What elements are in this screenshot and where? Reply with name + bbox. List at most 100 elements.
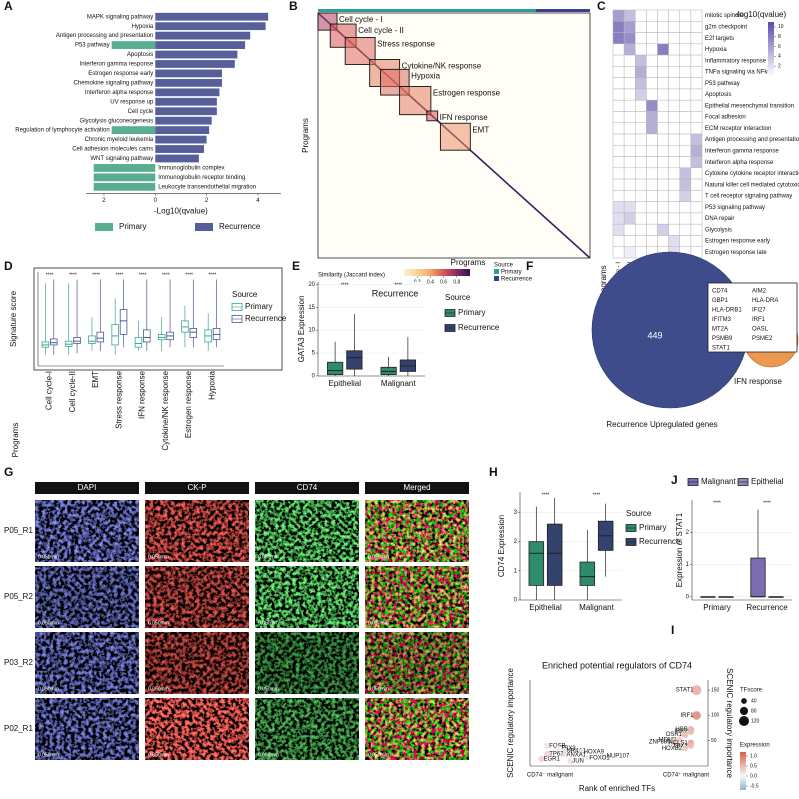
- panel-label: C: [597, 0, 606, 13]
- empty-cell: [635, 167, 647, 180]
- box: [111, 324, 119, 346]
- point: [601, 752, 608, 759]
- point: [687, 742, 694, 749]
- cell: [679, 190, 692, 202]
- point-label: IRF1: [681, 713, 695, 719]
- cell: [646, 111, 658, 123]
- legend-swatch: [95, 223, 113, 231]
- y-axis-label: SCENIC regulatory importance: [506, 668, 515, 778]
- module-label: Hypoxia: [411, 71, 440, 80]
- empty-cell: [668, 32, 680, 45]
- module-label: Cell cycle - II: [358, 26, 404, 35]
- x-axis-label: Rank of enriched TFs: [579, 784, 655, 793]
- module-label: EMT: [472, 125, 489, 134]
- empty-cell: [635, 156, 647, 169]
- empty-cell: [635, 201, 647, 214]
- empty-cell: [679, 9, 692, 22]
- venn-count: 449: [647, 330, 662, 340]
- empty-cell: [612, 190, 625, 202]
- empty-cell: [668, 88, 680, 101]
- image: [35, 566, 139, 628]
- point: [538, 755, 545, 762]
- empty-cell: [657, 66, 669, 78]
- category-label: Regulation of lymphocyte activation: [15, 128, 109, 134]
- column-header-label: CD74: [297, 483, 318, 492]
- row-label: DNA repair: [705, 216, 734, 222]
- category-label: P53 pathway: [75, 43, 110, 49]
- y-tick-label: 0: [514, 598, 518, 604]
- cell: [679, 178, 692, 191]
- x-tick-label: 2: [102, 198, 106, 204]
- point: [561, 747, 568, 754]
- gene-name: AIM2: [752, 289, 767, 295]
- empty-cell: [635, 133, 647, 146]
- chart-title: Enriched potential regulators of CD74: [542, 660, 692, 670]
- scale-bar-label: 0.050mm: [38, 620, 59, 626]
- category-label: UV response up: [110, 99, 154, 105]
- box: [346, 350, 363, 370]
- category-label: Leukocyte transendothelial migration: [158, 184, 256, 190]
- significance: ****: [394, 282, 402, 288]
- empty-cell: [612, 167, 625, 180]
- module-block: [399, 86, 432, 116]
- point: [681, 745, 689, 752]
- point-label: HOXA9: [584, 749, 605, 755]
- empty-cell: [646, 201, 658, 214]
- size-key: [739, 716, 749, 726]
- colorbar-tick-label: 0.0: [750, 773, 757, 779]
- colorbar: [404, 269, 470, 276]
- empty-cell: [668, 54, 680, 67]
- colorbar-tick-label: 4: [778, 54, 781, 60]
- cell: [635, 54, 647, 67]
- empty-cell: [668, 111, 680, 123]
- colorbar-tick-label: 2: [778, 64, 781, 70]
- empty-cell: [646, 133, 658, 146]
- empty-cell: [690, 54, 703, 67]
- panel-label: J: [671, 473, 678, 487]
- category-label: WNT signaling pathway: [90, 156, 153, 162]
- x-tick-label: Hypoxia: [207, 370, 216, 399]
- cell: [646, 122, 658, 135]
- scale-bar-label: 0.050mm: [258, 752, 279, 758]
- legend-title: Source: [232, 290, 258, 299]
- empty-cell: [623, 66, 636, 78]
- bar: [155, 31, 251, 40]
- category-label: Hypoxia: [132, 24, 154, 30]
- bar: [155, 60, 235, 68]
- empty-cell: [679, 111, 692, 123]
- empty-cell: [623, 77, 636, 90]
- empty-cell: [646, 145, 658, 157]
- y-axis-label: Expression of STAT1: [675, 512, 684, 587]
- cell: [612, 201, 625, 214]
- legend-label: Primary: [458, 308, 486, 317]
- empty-cell: [668, 190, 680, 202]
- scale-bar-label: 0.050mm: [38, 752, 59, 758]
- scale-bar-label: 0.050mm: [148, 554, 169, 560]
- scale-bar-label: 0.050mm: [148, 686, 169, 692]
- row-label: Estrogen response late: [705, 250, 767, 256]
- row-label: Estrogen response early: [705, 239, 770, 245]
- empty-cell: [646, 66, 658, 78]
- bar: [155, 88, 220, 97]
- point-label: OSR1: [666, 732, 683, 738]
- empty-cell: [635, 111, 647, 123]
- empty-cell: [635, 43, 647, 56]
- bar: [155, 78, 222, 87]
- empty-cell: [657, 54, 669, 67]
- category-label: Antigen processing and presentation: [56, 33, 153, 39]
- category-label: Cell cycle: [128, 109, 154, 115]
- empty-cell: [623, 223, 636, 236]
- scale-bar-label: 0.050mm: [368, 752, 389, 758]
- size-key: [739, 706, 749, 716]
- row-label: Epithelial mesenchymal transition: [705, 103, 794, 109]
- legend-swatch: [494, 276, 499, 281]
- empty-cell: [668, 9, 680, 22]
- x-tick-label: 4: [256, 198, 260, 204]
- legend-label: Recurrence: [219, 222, 261, 231]
- image: [255, 632, 359, 694]
- panel-label: E: [292, 259, 300, 273]
- empty-cell: [646, 212, 658, 225]
- point-label: IRX2: [674, 729, 688, 735]
- empty-cell: [623, 178, 636, 191]
- significance: ****: [542, 492, 550, 498]
